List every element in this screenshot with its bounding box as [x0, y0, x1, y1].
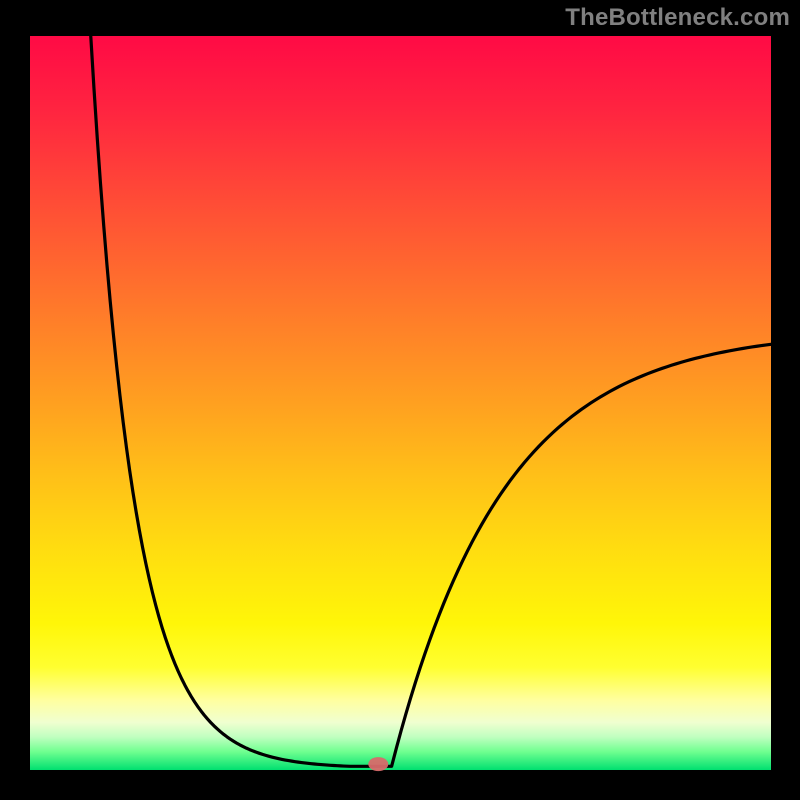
- watermark-text: TheBottleneck.com: [565, 4, 790, 32]
- optimum-marker: [368, 757, 388, 771]
- bottleneck-chart: [0, 0, 800, 800]
- chart-container: TheBottleneck.com: [0, 0, 800, 800]
- plot-background: [30, 36, 771, 770]
